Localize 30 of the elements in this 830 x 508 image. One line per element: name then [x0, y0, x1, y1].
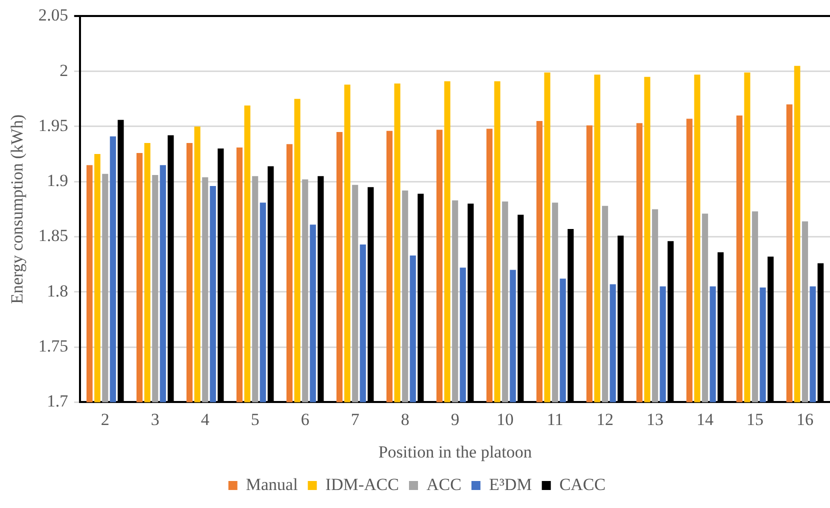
x-tick-label: 9 [450, 410, 460, 429]
y-tick-label: 1.7 [46, 392, 69, 411]
legend-label: ACC [426, 474, 462, 494]
x-tick-label: 15 [746, 410, 764, 429]
y-tick-label: 1.9 [46, 171, 68, 190]
x-tick-label: 5 [250, 410, 260, 429]
y-tick-label: 1.8 [46, 281, 68, 300]
x-axis-title: Position in the platoon [378, 442, 532, 462]
x-tick-label: 4 [200, 410, 210, 429]
x-tick-label: 11 [546, 410, 564, 429]
x-tick-label: 16 [796, 410, 814, 429]
x-tick-label: 7 [350, 410, 360, 429]
x-tick-label: 8 [400, 410, 410, 429]
x-tick-label: 2 [100, 410, 110, 429]
y-tick-label: 1.95 [38, 116, 68, 135]
x-tick-label: 6 [300, 410, 310, 429]
legend-label: E³DM [488, 474, 532, 494]
y-tick-label: 2 [60, 60, 68, 80]
x-tick-label: 12 [596, 410, 614, 429]
x-tick-label: 10 [496, 410, 514, 429]
legend-label: Manual [246, 474, 298, 494]
y-tick-label: 1.85 [38, 226, 68, 246]
legend-label: CACC [559, 474, 606, 494]
y-axis-title: Energy consumption (kWh) [8, 114, 27, 304]
y-tick-label: 2.05 [38, 6, 68, 25]
x-tick-label: 3 [150, 410, 160, 429]
y-tick-label: 1.75 [38, 336, 68, 356]
x-tick-label: 13 [646, 410, 664, 429]
legend-label: IDM-ACC [325, 474, 399, 494]
x-tick-label: 14 [696, 410, 714, 429]
